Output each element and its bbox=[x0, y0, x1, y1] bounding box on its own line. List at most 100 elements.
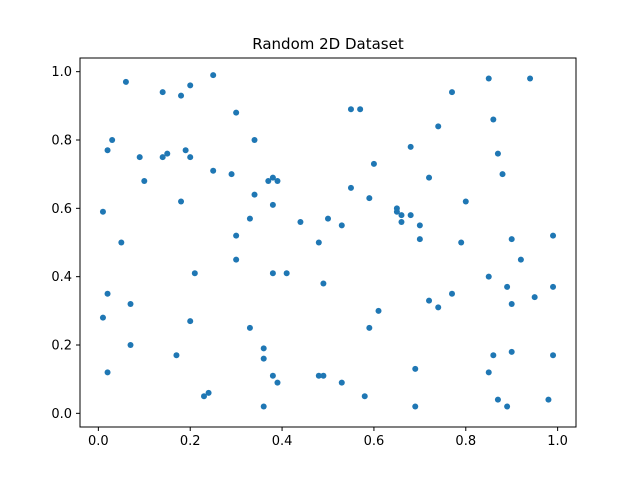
data-point bbox=[347, 106, 354, 113]
x-tick-label: 0.2 bbox=[180, 434, 201, 449]
y-tick-label: 0.4 bbox=[51, 270, 72, 285]
data-point bbox=[550, 352, 557, 359]
data-point bbox=[458, 239, 465, 246]
data-point bbox=[435, 123, 442, 130]
data-point bbox=[260, 355, 267, 362]
data-point bbox=[99, 208, 106, 215]
data-point bbox=[416, 222, 423, 229]
data-point bbox=[210, 72, 217, 79]
data-point bbox=[504, 283, 511, 290]
x-tick-label: 1.0 bbox=[547, 434, 568, 449]
data-point bbox=[370, 160, 377, 167]
plot-area bbox=[79, 57, 577, 428]
data-point bbox=[485, 273, 492, 280]
y-tick-label: 0.0 bbox=[51, 407, 72, 422]
data-point bbox=[494, 150, 501, 157]
data-point bbox=[159, 89, 166, 96]
data-point bbox=[550, 232, 557, 239]
data-point bbox=[233, 232, 240, 239]
data-point bbox=[449, 290, 455, 297]
data-point bbox=[283, 270, 290, 277]
data-point bbox=[127, 342, 134, 348]
data-point bbox=[366, 324, 373, 331]
data-point bbox=[412, 365, 419, 372]
data-point bbox=[398, 219, 405, 225]
data-point bbox=[178, 92, 185, 99]
data-point bbox=[393, 208, 400, 215]
data-point bbox=[504, 403, 511, 410]
data-point bbox=[109, 137, 116, 143]
data-point bbox=[375, 307, 382, 314]
data-point bbox=[407, 212, 414, 219]
data-point bbox=[416, 236, 423, 243]
x-tick-label: 0.0 bbox=[88, 434, 109, 449]
data-point bbox=[173, 352, 180, 359]
data-point bbox=[325, 215, 331, 222]
data-point bbox=[201, 393, 207, 400]
data-point bbox=[127, 301, 134, 307]
data-point bbox=[338, 222, 345, 229]
x-tick-label: 0.4 bbox=[272, 434, 293, 449]
data-point bbox=[320, 372, 327, 379]
data-point bbox=[187, 82, 194, 89]
data-point bbox=[527, 75, 534, 82]
data-point bbox=[545, 396, 552, 403]
data-point bbox=[361, 393, 368, 400]
data-point bbox=[398, 212, 405, 219]
data-point bbox=[499, 171, 506, 178]
data-point bbox=[141, 178, 148, 184]
data-point bbox=[205, 389, 212, 396]
y-tick-label: 0.2 bbox=[51, 339, 72, 354]
data-point bbox=[485, 369, 492, 376]
data-point bbox=[260, 345, 267, 352]
data-point bbox=[104, 147, 111, 154]
data-point bbox=[164, 150, 171, 157]
data-point bbox=[136, 154, 143, 161]
data-point bbox=[315, 372, 322, 379]
data-point bbox=[210, 167, 217, 174]
data-point bbox=[187, 318, 194, 325]
data-point bbox=[233, 256, 240, 263]
x-tick-label: 0.6 bbox=[364, 434, 385, 449]
x-tick-label: 0.8 bbox=[455, 434, 476, 449]
data-point bbox=[233, 109, 240, 116]
data-point bbox=[462, 198, 469, 205]
y-axis: 0.0 0.2 0.4 0.6 0.8 1.0 bbox=[51, 65, 80, 422]
data-point bbox=[426, 297, 433, 304]
data-point bbox=[191, 270, 198, 277]
data-point bbox=[269, 372, 276, 379]
data-point bbox=[426, 174, 433, 181]
data-point bbox=[246, 324, 253, 331]
data-point bbox=[490, 116, 497, 123]
data-point bbox=[449, 89, 455, 96]
data-point bbox=[366, 195, 373, 202]
plot-frame bbox=[79, 57, 577, 428]
data-point bbox=[274, 379, 281, 386]
data-point bbox=[228, 171, 235, 178]
data-point bbox=[485, 75, 492, 82]
data-point bbox=[122, 78, 129, 85]
x-axis: 0.0 0.2 0.4 0.6 0.8 1.0 bbox=[88, 427, 568, 449]
data-point bbox=[297, 219, 304, 225]
data-point bbox=[490, 352, 497, 359]
data-point bbox=[412, 403, 419, 410]
y-tick-label: 1.0 bbox=[51, 65, 72, 80]
data-point bbox=[182, 147, 189, 154]
data-point bbox=[187, 154, 194, 161]
data-point bbox=[508, 236, 515, 243]
data-point bbox=[315, 239, 322, 246]
data-point bbox=[260, 403, 267, 410]
data-point bbox=[269, 270, 276, 277]
data-point bbox=[269, 201, 276, 208]
data-point bbox=[99, 314, 106, 321]
data-point bbox=[517, 256, 524, 263]
data-point bbox=[338, 379, 345, 386]
data-point bbox=[531, 294, 538, 301]
data-point bbox=[246, 215, 253, 222]
data-point bbox=[251, 191, 258, 198]
data-point bbox=[274, 178, 281, 184]
data-point bbox=[357, 106, 364, 113]
data-point bbox=[407, 143, 414, 150]
points-layer bbox=[99, 72, 557, 410]
